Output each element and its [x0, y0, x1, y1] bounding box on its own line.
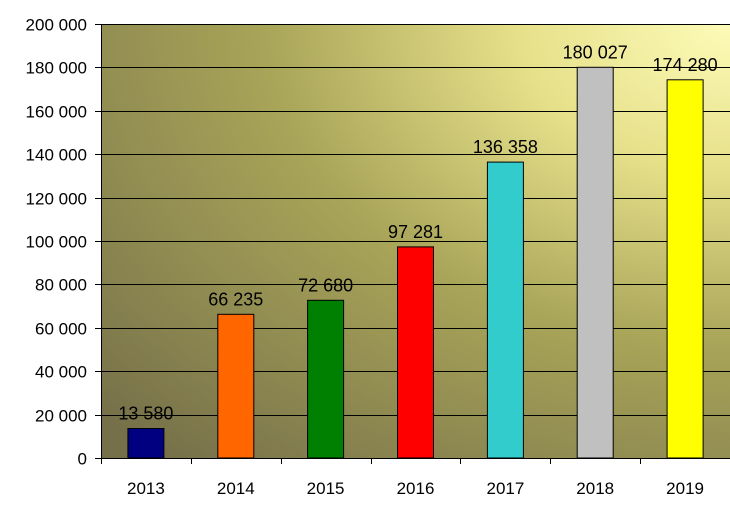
- data-label-2014: 66 235: [208, 289, 263, 309]
- x-tick-label-2018: 2018: [576, 479, 614, 498]
- data-label-2019: 174 280: [653, 55, 718, 75]
- bar-2015: [307, 299, 345, 459]
- x-tick-label-2013: 2013: [127, 479, 165, 498]
- y-tick-label: 120 000: [26, 190, 87, 209]
- y-tick-label: 180 000: [26, 59, 87, 78]
- y-tick-label: 200 000: [26, 16, 87, 35]
- y-tick-label: 160 000: [26, 103, 87, 122]
- data-label-2017: 136 358: [473, 137, 538, 157]
- bar-2017: [486, 161, 524, 459]
- bar-2014: [217, 313, 255, 459]
- y-tick-label: 80 000: [35, 276, 87, 295]
- x-tick-label-2014: 2014: [217, 479, 255, 498]
- x-tick-label-2017: 2017: [486, 479, 524, 498]
- y-tick-label: 140 000: [26, 146, 87, 165]
- bar-2016: [397, 246, 434, 459]
- y-tick-label: 100 000: [26, 233, 87, 252]
- y-tick-label: 40 000: [35, 363, 87, 382]
- x-tick-label-2016: 2016: [397, 479, 435, 498]
- data-label-2018: 180 027: [563, 42, 628, 62]
- x-tick-label-2015: 2015: [307, 479, 345, 498]
- data-label-2015: 72 680: [298, 275, 353, 295]
- y-tick-label: 20 000: [35, 407, 87, 426]
- bar-2019: [666, 79, 704, 459]
- bar-2013: [127, 428, 165, 459]
- y-tick-label: 0: [78, 450, 87, 469]
- data-label-2016: 97 281: [388, 222, 443, 242]
- data-label-2013: 13 580: [118, 404, 173, 424]
- bar-2018: [576, 66, 614, 459]
- x-tick-label-2019: 2019: [666, 479, 704, 498]
- y-tick-label: 60 000: [35, 320, 87, 339]
